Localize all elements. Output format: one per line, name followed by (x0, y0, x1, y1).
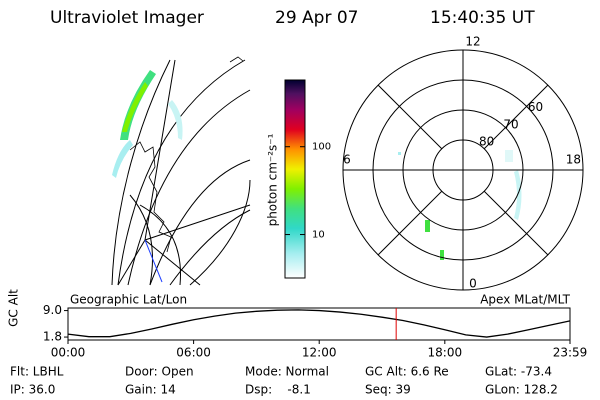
status-field: GLon: 128.2 (485, 383, 558, 397)
status-field: Flt: LBHL (10, 365, 64, 379)
lat-label: 60 (528, 100, 543, 114)
status-field: IP: 36.0 (10, 383, 55, 397)
polar-spoke (377, 84, 443, 150)
lat-label: 70 (503, 117, 518, 131)
lat-label: 80 (479, 135, 494, 149)
map-label: Geographic Lat/Lon (70, 293, 187, 307)
x-tick-label: 12:00 (302, 346, 337, 360)
colorbar-label: photon cm⁻²s⁻¹ (266, 133, 280, 226)
altitude-line (67, 309, 571, 338)
mlt-label: 0 (469, 277, 477, 291)
status-field: GLat: -73.4 (485, 365, 552, 379)
date: 29 Apr 07 (275, 8, 358, 28)
polar-spoke (483, 84, 549, 150)
x-tick-label: 23:59 (553, 346, 588, 360)
x-tick-label: 06:00 (176, 346, 211, 360)
y-tick-label: 9.0 (43, 303, 62, 317)
geo-map (111, 56, 251, 286)
y-tick-label: 1.8 (43, 330, 62, 344)
y-axis-label: GC Alt (7, 289, 21, 327)
lat-ring (402, 109, 524, 231)
status-field: Door: Open (125, 365, 194, 379)
status-field: Dsp: -8.1 (245, 383, 311, 397)
time: 15:40:35 UT (430, 8, 535, 28)
tick-label: 10 (312, 230, 325, 241)
mlt-label: 6 (343, 153, 351, 167)
polar-spoke (377, 190, 443, 256)
status-field: Mode: Normal (245, 365, 329, 379)
colorbar (284, 79, 306, 279)
polar-spoke (483, 190, 549, 256)
status-field: Seq: 39 (365, 383, 411, 397)
x-tick-label: 00:00 (51, 346, 86, 360)
status-field: GC Alt: 6.6 Re (365, 365, 449, 379)
tick-label: 100 (312, 142, 331, 153)
mlt-label: 18 (566, 153, 581, 167)
aurora-polar (398, 150, 522, 260)
title: Ultraviolet Imager (50, 8, 204, 28)
lat-ring (432, 139, 494, 201)
status-field: Gain: 14 (125, 383, 176, 397)
lat-ring (372, 79, 554, 261)
timeline-frame (67, 307, 571, 341)
aurora-geo (112, 70, 183, 178)
mlt-label: 12 (465, 35, 480, 49)
x-tick-label: 18:00 (428, 346, 463, 360)
map-label: Apex MLat/MLT (480, 293, 570, 307)
